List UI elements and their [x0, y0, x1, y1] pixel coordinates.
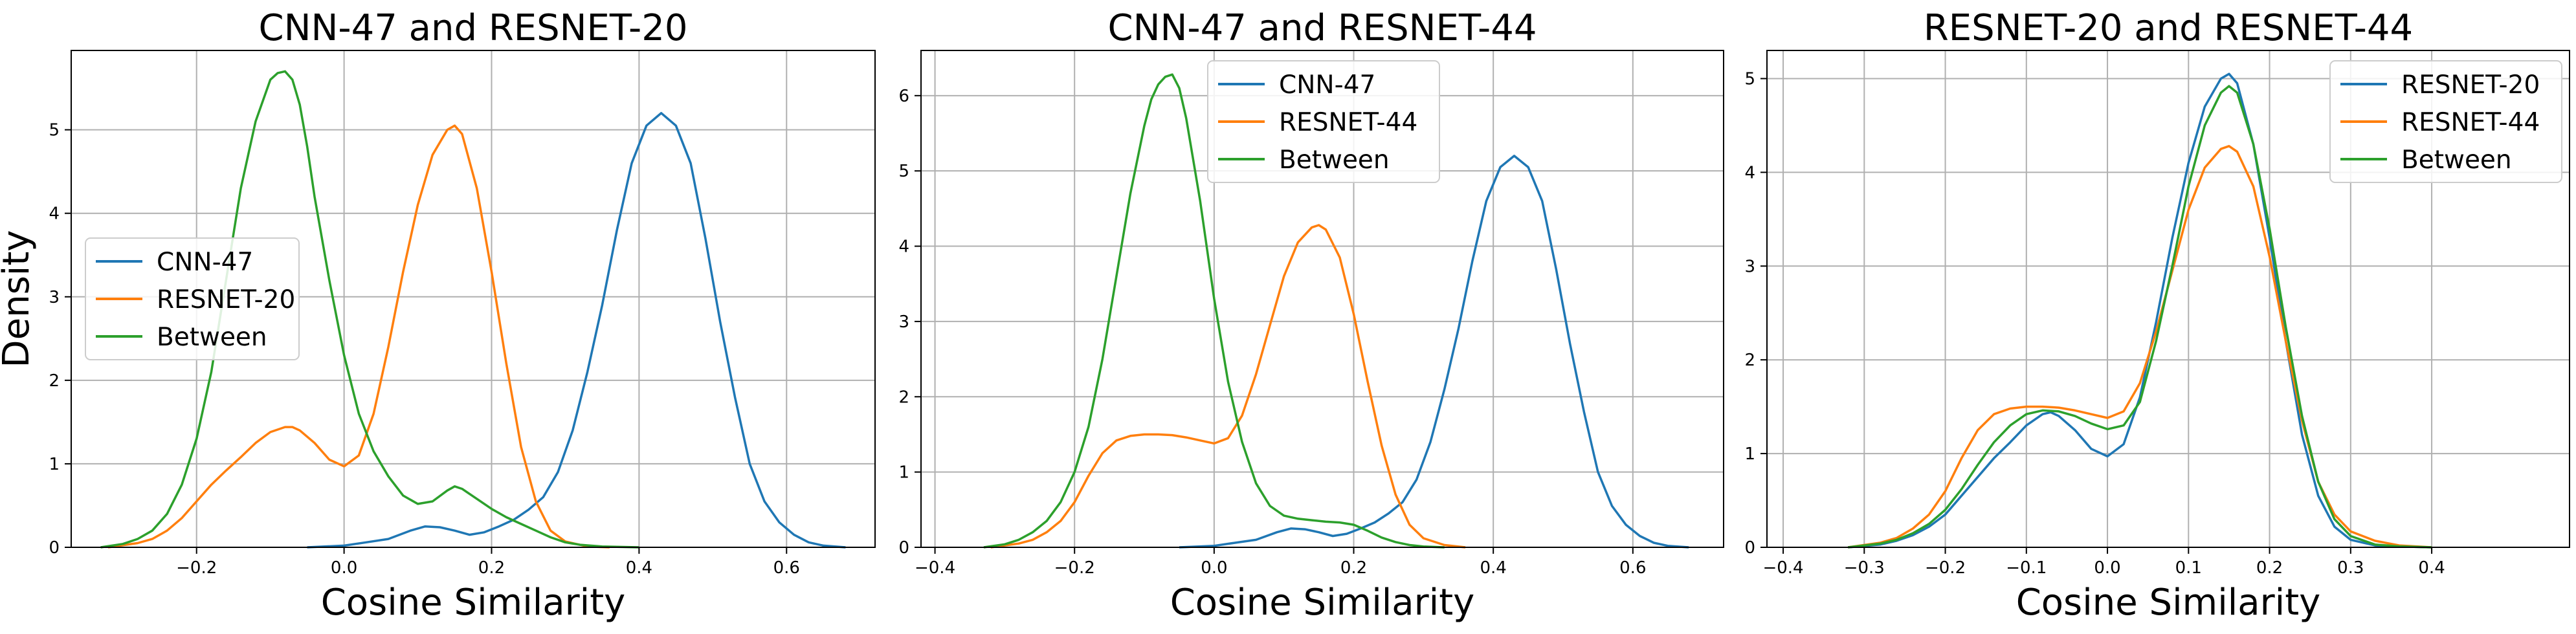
- x-tick-label: 0.4: [626, 558, 652, 578]
- axes-frame: [1766, 50, 2570, 548]
- y-tick-label: 1: [898, 463, 909, 483]
- y-tick-label: 5: [49, 121, 60, 140]
- x-axis-label: Cosine Similarity: [2016, 582, 2321, 624]
- y-tick-label: 3: [49, 288, 60, 307]
- y-tick-label: 4: [1744, 163, 1755, 182]
- x-tick-label: 0.6: [773, 558, 800, 578]
- x-axis-label: Cosine Similarity: [321, 582, 626, 624]
- x-tick-label: 0.0: [2094, 558, 2120, 578]
- chart-title: RESNET-20 and RESNET-44: [1924, 7, 2413, 49]
- series-line-resnet-20: [107, 124, 610, 549]
- axes-frame: [920, 50, 1724, 548]
- legend-box: [85, 237, 300, 360]
- series-line-resnet-20: [1848, 72, 2432, 549]
- subplot-1: −0.2 0.0 0.2 0.4 0.6 0 1 2 3 4 5 CNN-47 and RESNET-…: [0, 7, 876, 624]
- x-tick-label: 0.4: [1480, 558, 1506, 578]
- x-tick-label: 0.2: [1340, 558, 1367, 578]
- y-tick-label: 0: [1744, 538, 1755, 558]
- x-tick-label: 0.2: [478, 558, 505, 578]
- legend-label: Between: [2401, 146, 2512, 175]
- x-tick-label: 0.0: [331, 558, 357, 578]
- y-tick-label: 2: [898, 388, 909, 407]
- y-tick-label: 2: [1744, 351, 1755, 370]
- series-line-between: [100, 70, 639, 549]
- x-tick-label: −0.2: [176, 558, 217, 578]
- subplot-2: −0.4 −0.2 0.0 0.2 0.4 0.6 0 1 2 3 4 5 6 CNN-47 and RE…: [898, 7, 1724, 624]
- x-tick-label: 0.4: [2418, 558, 2445, 578]
- legend-label: RESNET-20: [157, 285, 295, 314]
- x-tick-label: −0.2: [1925, 558, 1966, 578]
- legend-label: RESNET-44: [1279, 108, 1417, 137]
- legend-label: RESNET-44: [2401, 108, 2540, 137]
- x-tick-label: 0.1: [2175, 558, 2202, 578]
- series-line-between: [983, 73, 1445, 549]
- x-tick-label: 0.0: [1201, 558, 1227, 578]
- x-axis-label: Cosine Similarity: [1170, 582, 1475, 624]
- y-tick-label: 4: [898, 237, 909, 257]
- legend-label: Between: [157, 323, 267, 352]
- y-tick-label: 0: [49, 538, 60, 558]
- y-tick-label: 5: [898, 162, 909, 181]
- legend-label: CNN-47: [1279, 71, 1375, 100]
- y-tick-label: 5: [1744, 69, 1755, 89]
- y-tick-label: 2: [49, 371, 60, 391]
- x-tick-label: −0.2: [1054, 558, 1095, 578]
- legend: CNN-47 RESNET-44 Between: [1207, 60, 1440, 183]
- x-tick-label: −0.1: [2006, 558, 2047, 578]
- x-tick-label: −0.4: [915, 558, 955, 578]
- legend-label: RESNET-20: [2401, 71, 2540, 100]
- x-tick-label: 0.6: [1619, 558, 1646, 578]
- x-tick-label: 0.2: [2256, 558, 2283, 578]
- subplot-3: −0.4 −0.3 −0.2 −0.1 0.0 0.1 0.2 0.3 0.4 0 1 2 3 4 5 RES…: [1744, 7, 2570, 624]
- x-tick-label: 0.3: [2337, 558, 2364, 578]
- series-line-resnet-44: [990, 224, 1466, 549]
- series-line-cnn-47: [1179, 155, 1689, 549]
- y-tick-label: 1: [1744, 444, 1755, 464]
- legend: RESNET-20 RESNET-44 Between: [2329, 60, 2562, 183]
- y-axis-label: Density: [0, 230, 38, 368]
- legend: CNN-47 RESNET-20 Between: [85, 237, 300, 360]
- legend-box: [2329, 60, 2562, 183]
- x-tick-label: −0.3: [1844, 558, 1885, 578]
- legend-box: [1207, 60, 1440, 183]
- y-tick-label: 4: [49, 204, 60, 224]
- y-tick-label: 3: [1744, 257, 1755, 276]
- y-tick-label: 6: [898, 87, 909, 106]
- series-line-cnn-47: [307, 112, 846, 549]
- chart-title: CNN-47 and RESNET-20: [259, 7, 688, 49]
- series-line-between: [1848, 85, 2432, 549]
- y-tick-label: 0: [898, 538, 909, 558]
- chart-title: CNN-47 and RESNET-44: [1108, 7, 1537, 49]
- axes-frame: [71, 50, 876, 548]
- x-tick-label: −0.4: [1762, 558, 1803, 578]
- y-tick-label: 3: [898, 312, 909, 332]
- legend-label: CNN-47: [157, 248, 253, 277]
- y-tick-label: 1: [49, 455, 60, 474]
- legend-label: Between: [1279, 146, 1390, 175]
